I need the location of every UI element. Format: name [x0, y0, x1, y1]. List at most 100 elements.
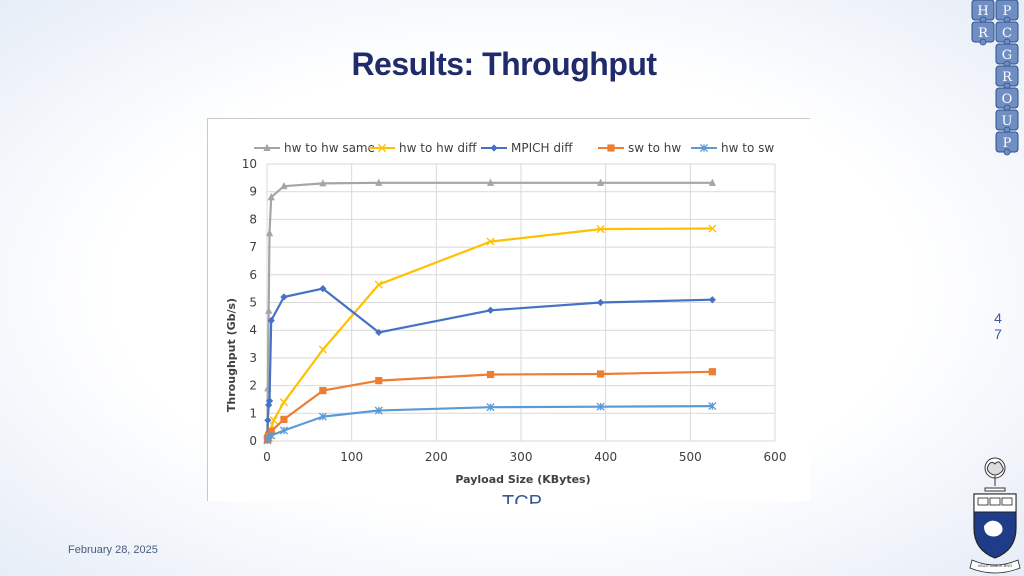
data-point — [318, 345, 327, 354]
y-tick-label: 3 — [249, 351, 257, 365]
legend-label: hw to sw — [721, 141, 774, 155]
x-tick-label: 0 — [263, 450, 271, 464]
data-point — [319, 285, 327, 293]
data-point — [374, 280, 383, 289]
data-point — [708, 224, 717, 233]
puzzle-piece: R — [971, 21, 995, 46]
series-hw-to-sw — [263, 402, 717, 445]
data-point — [486, 370, 495, 379]
slide-title: Results: Throughput — [351, 46, 657, 82]
puzzle-piece: H — [971, 0, 995, 24]
puzzle-letter: R — [1002, 70, 1013, 85]
data-point — [263, 143, 271, 151]
university-crest-logo: VELUT ARBOR ÆVO — [969, 457, 1021, 574]
data-point — [486, 306, 495, 314]
series-line — [266, 405, 713, 441]
data-point — [263, 436, 272, 445]
data-point — [265, 229, 274, 237]
x-tick-label: 400 — [594, 450, 617, 464]
y-tick-label: 7 — [249, 240, 257, 254]
x-axis-title: Payload Size (KBytes) — [455, 473, 590, 486]
puzzle-piece: C — [995, 21, 1019, 46]
data-point — [596, 178, 605, 186]
page-number: 4 7 — [988, 310, 1008, 342]
x-tick-label: 100 — [340, 450, 363, 464]
data-point — [486, 178, 495, 186]
y-tick-label: 9 — [249, 185, 257, 199]
data-point — [267, 431, 276, 440]
slide-date: February 28, 2025 — [68, 544, 158, 556]
legend-label: MPICH diff — [511, 141, 573, 155]
data-point — [708, 402, 717, 411]
data-point — [319, 386, 327, 395]
data-point — [280, 181, 288, 190]
y-axis-title: Throughput (Gb/s) — [225, 298, 238, 412]
puzzle-letter: H — [977, 4, 988, 19]
puzzle-letter: O — [1002, 92, 1013, 107]
y-tick-label: 8 — [249, 212, 257, 226]
puzzle-piece: R — [995, 65, 1019, 90]
data-point — [708, 368, 716, 376]
chart-legend: hw to hw same hw to hw diff MPICH diff sw t… — [254, 141, 774, 155]
data-point — [708, 178, 716, 186]
puzzle-piece: O — [995, 87, 1019, 112]
puzzle-letter: U — [1002, 114, 1013, 129]
series-mpich-diff — [263, 285, 716, 444]
series-hw-to-hw-same — [263, 178, 716, 436]
y-tick-label: 6 — [249, 268, 257, 282]
puzzle-piece: P — [995, 0, 1019, 24]
data-point — [264, 416, 272, 424]
data-point — [279, 398, 289, 407]
legend-item: sw to hw — [598, 141, 681, 155]
data-point — [267, 427, 275, 435]
x-tick-label: 500 — [679, 450, 702, 464]
puzzle-piece: U — [995, 109, 1019, 134]
data-point — [267, 316, 275, 325]
y-tick-label: 2 — [249, 379, 257, 393]
data-point — [596, 225, 605, 234]
data-point — [699, 143, 709, 153]
data-point — [596, 402, 605, 411]
data-point — [596, 370, 605, 378]
data-point — [265, 397, 274, 405]
x-tick-label: 200 — [425, 450, 448, 464]
legend-label: sw to hw — [628, 141, 681, 155]
y-tick-label: 5 — [249, 296, 257, 310]
data-point — [318, 412, 327, 421]
x-tick-label: 600 — [764, 450, 787, 464]
throughput-chart: 0 1 2 3 4 5 6 7 8 9 10 0 100 200 300 400 500 600 hw to hw… — [207, 118, 810, 501]
legend-label: hw to hw same — [284, 141, 375, 155]
data-point — [607, 144, 615, 152]
y-tick-label: 1 — [249, 406, 257, 420]
data-point — [279, 426, 288, 435]
y-tick-label: 4 — [249, 323, 257, 337]
legend-item: hw to hw diff — [369, 141, 477, 155]
grid-layer — [266, 163, 776, 442]
page-number-digit: 7 — [994, 326, 1002, 342]
data-point — [374, 406, 383, 415]
data-point — [490, 144, 498, 152]
puzzle-letter: P — [1003, 4, 1012, 19]
data-point — [486, 237, 495, 246]
series-layer — [263, 178, 717, 445]
data-point — [280, 415, 288, 423]
crest-motto: VELUT ARBOR ÆVO — [978, 564, 1012, 568]
stray-text: TCP — [502, 492, 542, 504]
data-point — [265, 306, 273, 314]
data-point — [596, 298, 605, 307]
x-tick-label: 300 — [510, 450, 533, 464]
data-point — [375, 178, 383, 186]
puzzle-piece: P — [995, 131, 1019, 156]
puzzle-letter: G — [1002, 48, 1012, 63]
puzzle-piece: G — [995, 43, 1019, 68]
legend-item: hw to hw same — [254, 141, 375, 155]
page-number-digit: 4 — [994, 310, 1002, 326]
puzzle-letter: C — [1002, 26, 1012, 41]
legend-item: MPICH diff — [481, 141, 573, 155]
data-point — [267, 193, 275, 201]
legend-item: hw to sw — [691, 141, 774, 155]
puzzle-letter: R — [978, 26, 989, 41]
